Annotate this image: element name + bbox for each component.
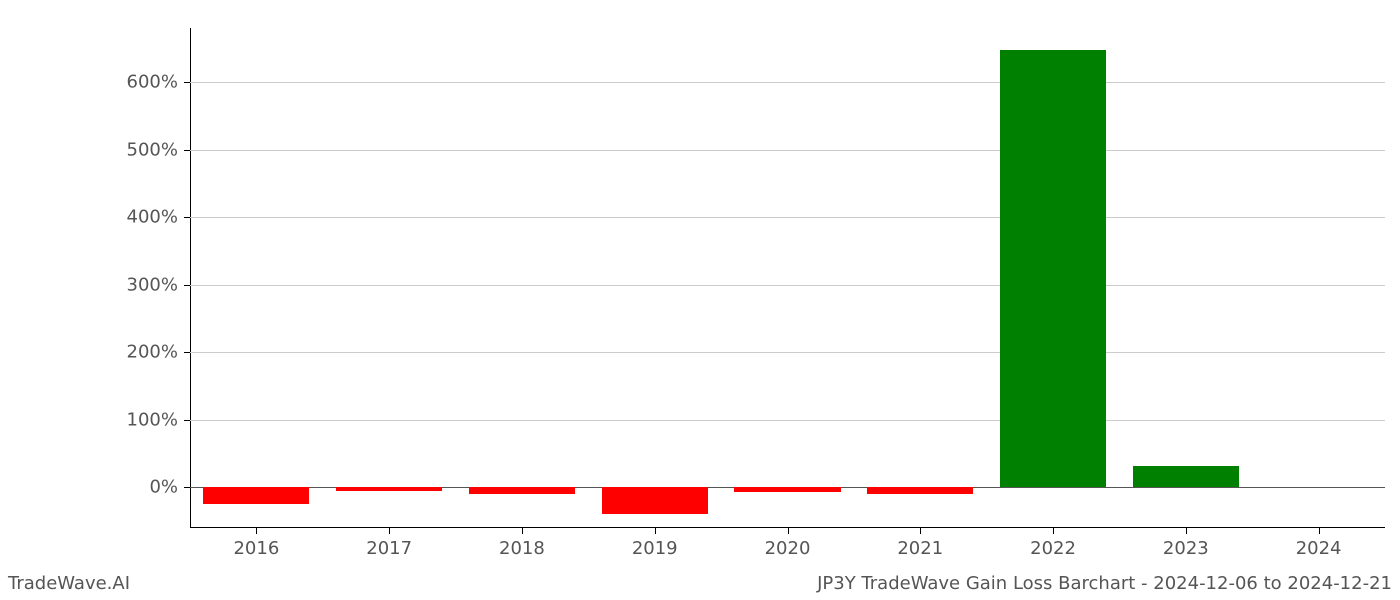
xtick-label: 2019 xyxy=(632,528,678,559)
footer-right-label: JP3Y TradeWave Gain Loss Barchart - 2024… xyxy=(817,573,1392,594)
bar xyxy=(602,487,708,514)
ytick-label: 600% xyxy=(127,72,190,93)
bar xyxy=(203,487,309,503)
footer-left-label: TradeWave.AI xyxy=(8,573,130,594)
xtick-label: 2024 xyxy=(1296,528,1342,559)
xtick-label: 2022 xyxy=(1030,528,1076,559)
xtick-label: 2023 xyxy=(1163,528,1209,559)
gridline xyxy=(190,420,1385,421)
gridline xyxy=(190,150,1385,151)
ytick-label: 500% xyxy=(127,139,190,160)
y-axis-spine xyxy=(190,28,191,528)
xtick-label: 2021 xyxy=(897,528,943,559)
bar xyxy=(336,487,442,490)
ytick-label: 100% xyxy=(127,409,190,430)
gridline xyxy=(190,285,1385,286)
xtick-label: 2017 xyxy=(366,528,412,559)
bar xyxy=(734,487,840,491)
gridline xyxy=(190,217,1385,218)
ytick-label: 400% xyxy=(127,207,190,228)
ytick-label: 0% xyxy=(149,477,190,498)
xtick-label: 2020 xyxy=(765,528,811,559)
plot-area: 0%100%200%300%400%500%600%20162017201820… xyxy=(190,28,1385,528)
ytick-label: 200% xyxy=(127,342,190,363)
bar xyxy=(469,487,575,493)
gridline xyxy=(190,82,1385,83)
xtick-label: 2018 xyxy=(499,528,545,559)
bar xyxy=(867,487,973,493)
ytick-label: 300% xyxy=(127,274,190,295)
bar xyxy=(1133,466,1239,488)
bar xyxy=(1000,50,1106,488)
xtick-label: 2016 xyxy=(233,528,279,559)
gridline xyxy=(190,352,1385,353)
chart-container: 0% 100% 200% 300% 400% 500% 600% 2016 2017 2018 20… xyxy=(0,0,1400,600)
